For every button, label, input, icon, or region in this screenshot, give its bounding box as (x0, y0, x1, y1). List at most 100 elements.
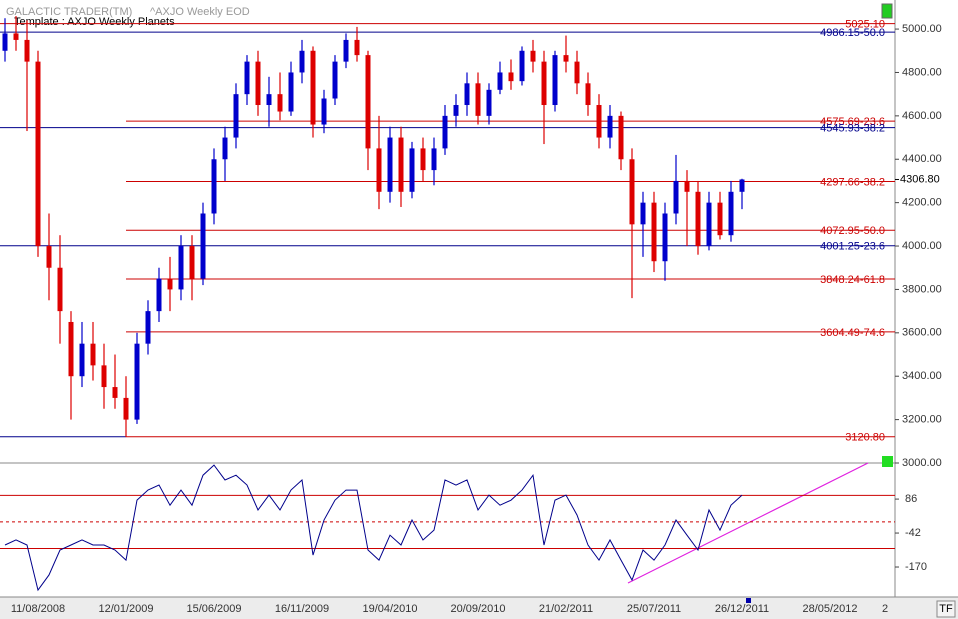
candle-body (585, 83, 591, 106)
x-tick-label: 20/09/2010 (450, 603, 505, 615)
y-tick-label: 4400.00 (902, 153, 942, 165)
candle-body (255, 61, 261, 106)
candle-body (90, 343, 96, 366)
candle-body (233, 94, 239, 138)
candle-body (398, 137, 404, 192)
candle-body (13, 33, 19, 40)
candle-body (68, 321, 74, 377)
candle-body (541, 61, 547, 106)
y-tick-label: 4600.00 (902, 110, 942, 122)
candle-body (79, 343, 85, 377)
candle-body (442, 115, 448, 149)
y-tick-label: 3600.00 (902, 327, 942, 339)
candle-body (2, 33, 8, 51)
y-tick-label: 4200.00 (902, 197, 942, 209)
candle-body (288, 72, 294, 112)
candle-body (420, 148, 426, 171)
tf-button-label[interactable]: TF (939, 603, 953, 615)
green-marker[interactable] (881, 3, 893, 19)
candle-body (24, 39, 30, 62)
candle-body (365, 55, 371, 149)
x-tick-label: 26/12/2011 (715, 603, 769, 615)
x-tick-label: 19/04/2010 (362, 603, 417, 615)
candle-body (167, 278, 173, 290)
template-label: Template : AXJO Weekly Planets (14, 16, 175, 28)
tf-button[interactable] (936, 600, 956, 618)
x-tick-label: 12/01/2009 (98, 603, 153, 615)
x-tick-label: 21/02/2011 (539, 603, 593, 615)
last-price-label: 4306.80 (900, 173, 940, 185)
candle-body (310, 50, 316, 125)
y-tick-label: 3800.00 (902, 283, 942, 295)
x-axis-strip (0, 597, 958, 619)
x-tick-label: 28/05/2012 (802, 603, 857, 615)
y-tick-label: 4800.00 (902, 66, 942, 78)
y-tick-label: 3400.00 (902, 370, 942, 382)
candle-body (156, 278, 162, 312)
y-tick-label: 3000.00 (902, 457, 942, 469)
level-label: 5025.10 (845, 19, 885, 31)
level-label: 4297.66-38.2 (820, 176, 885, 188)
y-tick-label: 86 (905, 493, 917, 505)
candle-body (134, 343, 140, 420)
y-tick-label: -170 (905, 561, 927, 573)
x-tick-label: 25/07/2011 (627, 603, 681, 615)
candle-body (464, 83, 470, 106)
candle-body (640, 202, 646, 225)
x-tick-label: 15/06/2009 (186, 603, 241, 615)
level-label: 4986.15-50.0 (820, 27, 885, 39)
candle-body (343, 39, 349, 62)
level-label: 4001.25-23.6 (820, 241, 885, 253)
candle-body (244, 61, 250, 95)
candle-body (387, 137, 393, 192)
app-title: GALACTIC TRADER(TM) (6, 6, 132, 18)
candle-body (519, 50, 525, 82)
candle-body (574, 61, 580, 84)
candle-body (123, 397, 129, 420)
candle-body (673, 180, 679, 214)
level-label: 4575.69-23.6 (820, 116, 885, 128)
time-marker (746, 598, 751, 603)
candle-body (717, 202, 723, 236)
candle-body (475, 83, 481, 116)
y-tick-label: -42 (905, 527, 921, 539)
x-tick-label: 2 (882, 603, 888, 615)
trend-line (627, 462, 869, 584)
candle-body (35, 61, 41, 247)
x-tick-label: 16/11/2009 (275, 603, 329, 615)
level-label: 3120.80 (845, 432, 885, 444)
candle-body (112, 387, 118, 398)
subtitle: ^AXJO Weekly EOD (150, 6, 250, 18)
candle-body (189, 246, 195, 279)
candle-body (178, 246, 184, 290)
candle-body (530, 50, 536, 62)
candle-body (266, 94, 272, 106)
y-tick-label: 5000.00 (902, 23, 942, 35)
candle-body (497, 72, 503, 90)
candle-body (431, 148, 437, 171)
candle-body (728, 191, 734, 236)
candle-body (552, 55, 558, 106)
candle-body (321, 98, 327, 125)
candle-body (200, 213, 206, 279)
oscillator-line (4, 464, 743, 592)
y-tick-label: 3200.00 (902, 414, 942, 426)
candle-body (101, 365, 107, 388)
candle-body (57, 267, 63, 312)
candle-body (299, 50, 305, 73)
candle-body (277, 94, 283, 112)
candle-body (596, 105, 602, 138)
candle-body (354, 39, 360, 56)
level-label: 4545.93-38.2 (820, 122, 885, 134)
candle-body (145, 311, 151, 344)
y-tick-label: 4000.00 (902, 240, 942, 252)
candle-body (376, 148, 382, 192)
candle-body (651, 202, 657, 262)
level-label: 3848.24-61.8 (820, 274, 885, 286)
green-marker[interactable] (882, 456, 893, 467)
candle-body (607, 115, 613, 138)
candle-body (662, 213, 668, 262)
candle-body (211, 159, 217, 214)
